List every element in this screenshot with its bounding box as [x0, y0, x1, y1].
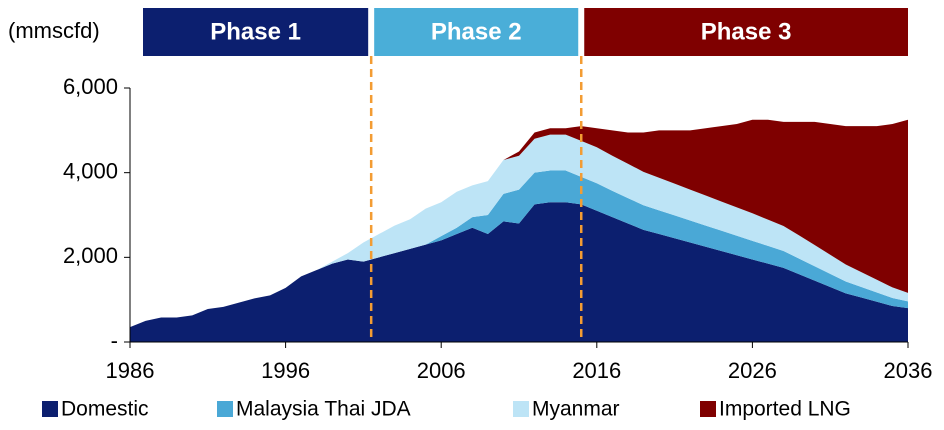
area — [130, 202, 908, 342]
legend-label: Malaysia Thai JDA — [236, 398, 411, 421]
legend-label: Imported LNG — [719, 398, 851, 421]
legend-swatch — [217, 401, 233, 417]
legend-label: Domestic — [61, 398, 149, 421]
y-tick-label: 2,000 — [63, 243, 118, 268]
phase-box — [584, 8, 908, 56]
x-tick-label: 2026 — [728, 358, 777, 383]
phase-label: Phase 2 — [431, 18, 522, 45]
x-tick-label: 1996 — [261, 358, 310, 383]
phase-label: Phase 3 — [701, 18, 792, 45]
y-tick-label: 4,000 — [63, 158, 118, 183]
phase-label: Phase 1 — [210, 18, 301, 45]
x-tick-label: 2036 — [884, 358, 933, 383]
legend-swatch — [42, 401, 58, 417]
legend-swatch — [700, 401, 716, 417]
area — [130, 170, 908, 328]
x-tick-label: 2016 — [572, 358, 621, 383]
x-tick-label: 1986 — [106, 358, 155, 383]
area — [130, 134, 908, 328]
y-tick-label: 6,000 — [63, 74, 118, 99]
x-tick-label: 2006 — [417, 358, 466, 383]
phase-box — [143, 8, 369, 56]
area — [130, 119, 908, 328]
legend-swatch — [513, 401, 529, 417]
y-axis-label: (mmscfd) — [8, 18, 100, 43]
legend-label: Myanmar — [532, 398, 620, 421]
phase-box — [374, 8, 579, 56]
y-tick-label: - — [111, 328, 118, 353]
